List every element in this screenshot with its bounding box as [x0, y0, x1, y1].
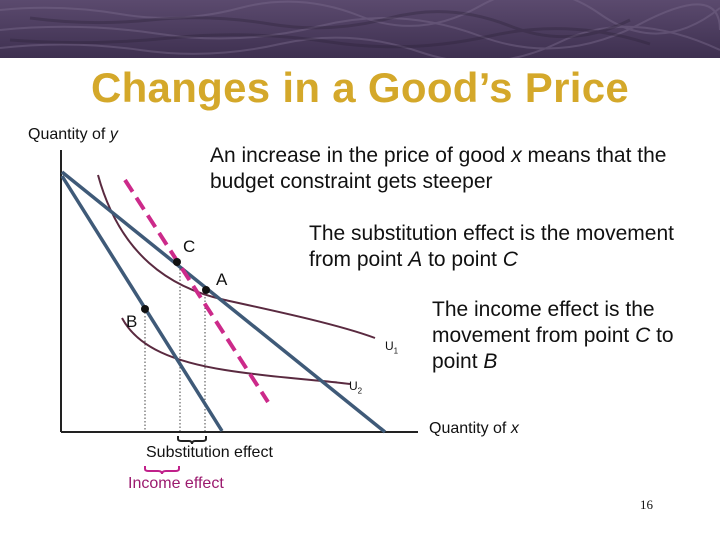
income-brace — [144, 466, 180, 475]
note-price-increase: An increase in the price of good x means… — [210, 144, 667, 193]
note-income-effect: The income effect is the movement from p… — [432, 298, 674, 373]
point-b-label: B — [126, 312, 138, 331]
note-substitution-effect: The substitution effect is the movement … — [309, 222, 674, 271]
substitution-effect-label: Substitution effect — [146, 444, 273, 461]
page-number: 16 — [640, 497, 653, 512]
x-axis-label: Quantity of x — [429, 420, 519, 437]
compensated-budget-line — [123, 178, 270, 404]
y-axis-label: Quantity of y — [28, 126, 118, 143]
banner-texture — [0, 0, 720, 58]
u1-label: U1 — [385, 339, 399, 356]
header-banner — [0, 0, 720, 58]
point-a-label: A — [216, 270, 228, 289]
u2-label: U2 — [349, 379, 363, 396]
new-budget-line — [60, 175, 224, 432]
substitution-brace — [177, 436, 207, 445]
original-budget-line — [60, 170, 387, 434]
indifference-curve-u1 — [97, 174, 376, 339]
point-c-marker — [173, 258, 181, 266]
point-b-marker — [141, 305, 149, 313]
income-effect-label: Income effect — [128, 475, 224, 492]
slide-title: Changes in a Good’s Price — [90, 64, 630, 111]
point-a-marker — [202, 286, 210, 294]
point-c-label: C — [183, 237, 196, 256]
